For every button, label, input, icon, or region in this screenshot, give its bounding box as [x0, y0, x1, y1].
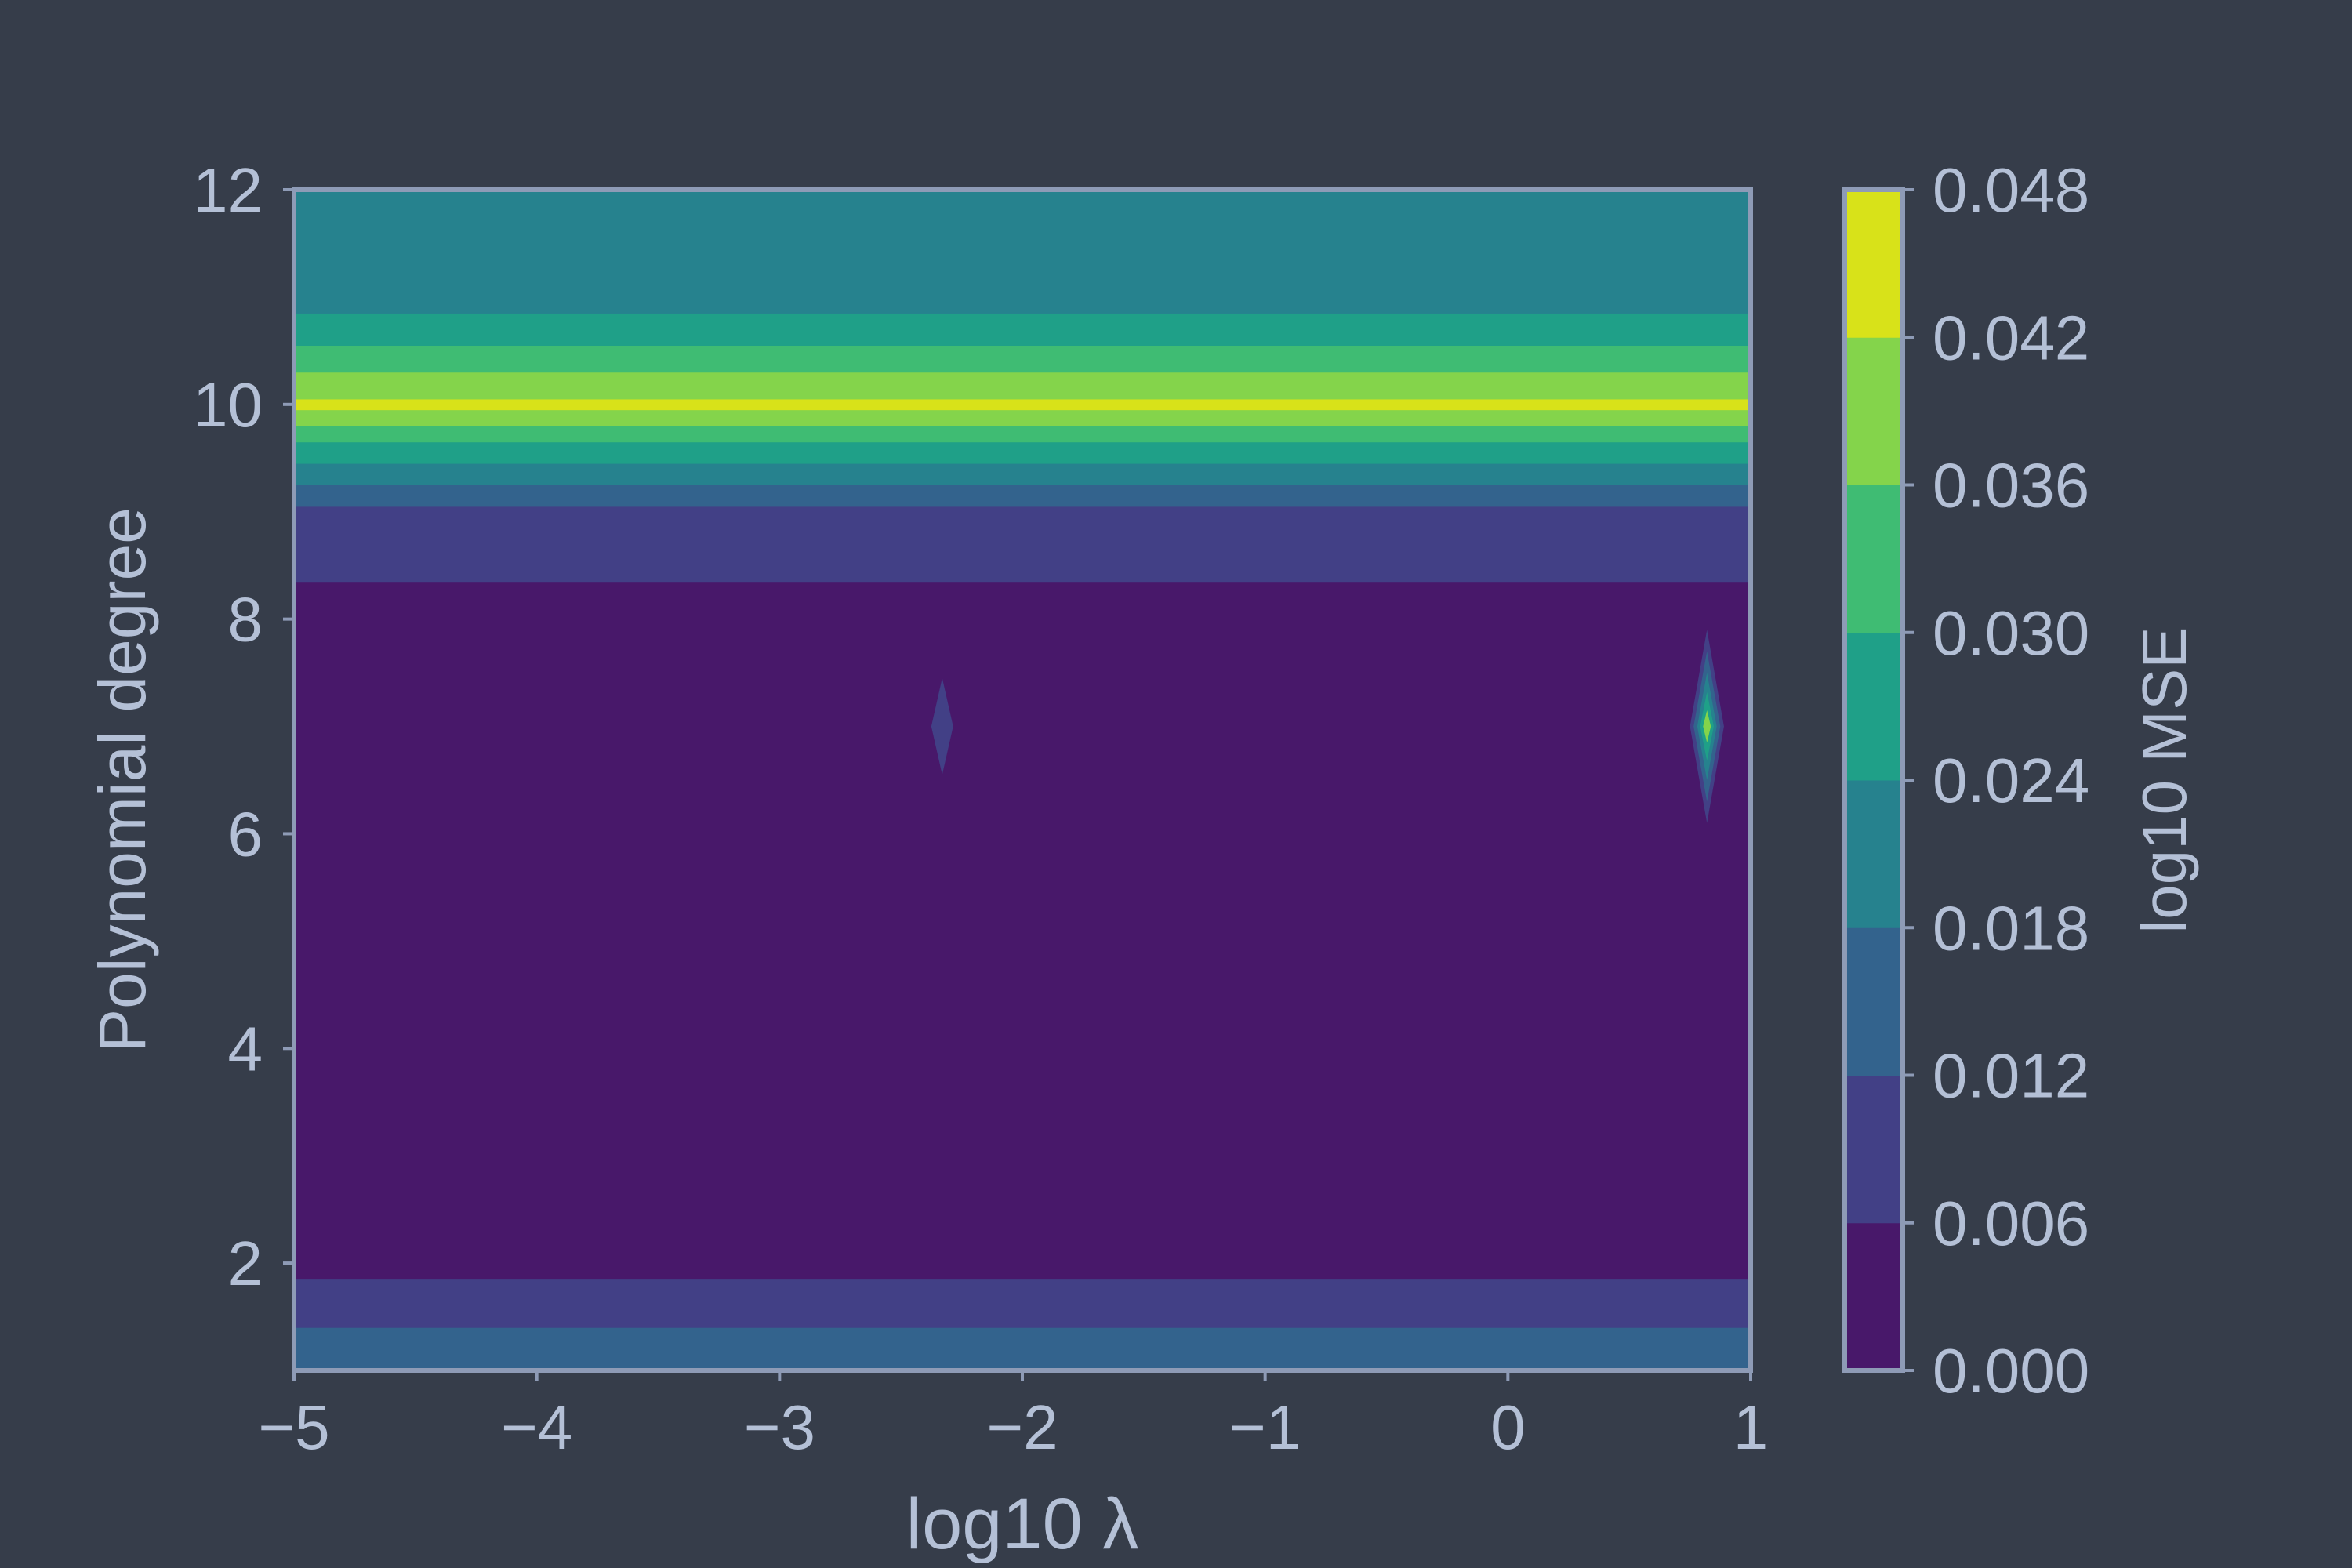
colorbar-segment-5	[1845, 485, 1903, 633]
contour-spike-1-ring-4	[1703, 710, 1711, 743]
colorbar-tick-label: 0.036	[1933, 451, 2089, 521]
colorbar-tick-label: 0.000	[1933, 1336, 2089, 1406]
y-tick-label: 2	[228, 1229, 263, 1298]
colorbar-segment-7	[1845, 190, 1903, 338]
contour-band-7	[294, 426, 1751, 443]
x-tick-label: −3	[744, 1392, 815, 1462]
plot-area	[294, 190, 1751, 1371]
contour-band-4	[294, 485, 1751, 507]
contour-band-8	[294, 409, 1751, 426]
contour-band-9	[294, 398, 1751, 411]
contour-band-13	[294, 190, 1751, 314]
x-axis: −5 −4 −3 −2 −1 0 1	[258, 1370, 1768, 1462]
colorbar-segment-2	[1845, 927, 1903, 1076]
y-tick-label: 6	[228, 799, 263, 869]
colorbar-segment-6	[1845, 337, 1903, 485]
colorbar	[1845, 190, 1903, 1371]
contour-spike-0-ring-0	[931, 677, 953, 775]
colorbar-tick-label: 0.024	[1933, 746, 2089, 815]
colorbar-label: log10 MSE	[2129, 626, 2199, 933]
colorbar-segment-0	[1845, 1222, 1903, 1371]
colorbar-segment-4	[1845, 632, 1903, 781]
y-axis: 2 4 6 8 10 12	[193, 155, 294, 1298]
colorbar-segment-1	[1845, 1075, 1903, 1224]
contour-band-6	[294, 441, 1751, 464]
x-tick-label: −4	[501, 1392, 572, 1462]
colorbar-tick-label: 0.006	[1933, 1189, 2089, 1258]
x-tick-label: 0	[1490, 1392, 1526, 1462]
x-tick-label: −2	[986, 1392, 1058, 1462]
colorbar-ticks: 0.000 0.006 0.012 0.018 0.024 0.030 0.036 0.042…	[1903, 155, 2089, 1406]
contour-band-5	[294, 463, 1751, 485]
x-tick-label: 1	[1733, 1392, 1769, 1462]
contour-band-3	[294, 506, 1751, 583]
x-axis-label: log10 λ	[906, 1484, 1139, 1564]
colorbar-tick-label: 0.042	[1933, 303, 2089, 372]
contour-band-10	[294, 372, 1751, 400]
contour-band-0	[294, 1327, 1751, 1371]
colorbar-segment-3	[1845, 780, 1903, 928]
colorbar-tick-label: 0.030	[1933, 598, 2089, 668]
contour-band-2	[294, 581, 1751, 1280]
y-tick-label: 12	[193, 155, 263, 225]
colorbar-tick-label: 0.012	[1933, 1041, 2089, 1111]
x-tick-label: −1	[1229, 1392, 1301, 1462]
y-tick-label: 10	[193, 370, 263, 440]
colorbar-tick-label: 0.018	[1933, 893, 2089, 963]
colorbar-tick-label: 0.048	[1933, 155, 2089, 225]
y-tick-label: 4	[228, 1014, 263, 1083]
contour-band-12	[294, 313, 1751, 347]
contour-band-1	[294, 1279, 1751, 1328]
y-axis-label: Polynomial degree	[85, 507, 159, 1053]
x-tick-label: −5	[258, 1392, 329, 1462]
y-tick-label: 8	[228, 585, 263, 655]
contour-band-11	[294, 345, 1751, 373]
